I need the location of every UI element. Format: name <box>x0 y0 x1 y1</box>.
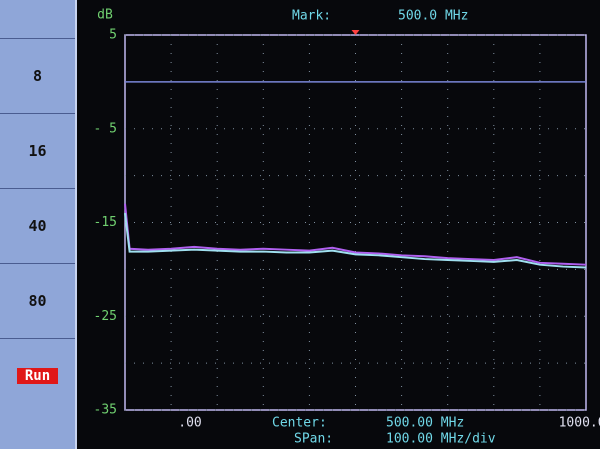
span-value: 100.00 MHz/div <box>386 432 496 447</box>
trace <box>124 203 587 266</box>
sidebar-button[interactable]: 80 <box>0 263 75 338</box>
y-tick-label: -25 <box>94 309 117 324</box>
y-tick-label: 5 <box>109 28 117 43</box>
x-tick-label: 1000.00 <box>559 416 600 431</box>
y-unit: dB <box>97 8 113 23</box>
sidebar-button[interactable]: 40 <box>0 188 75 263</box>
button-label: 8 <box>32 67 43 85</box>
sidebar-button[interactable]: Run <box>0 338 75 413</box>
center-value: 500.00 MHz <box>386 416 464 431</box>
center-label: Center: <box>272 416 327 431</box>
sidebar-button[interactable]: 8 <box>0 38 75 113</box>
plot-frame <box>124 34 587 411</box>
button-label: 40 <box>28 217 47 235</box>
y-tick-label: - 5 <box>94 121 117 136</box>
marker <box>351 30 360 35</box>
button-label: Run <box>16 368 59 384</box>
button-label: 16 <box>28 142 47 160</box>
button-label: 80 <box>28 292 47 310</box>
mark-value: 500.0 MHz <box>398 9 468 24</box>
span-label: SPan: <box>294 432 333 447</box>
trace <box>124 213 587 269</box>
y-tick-label: -35 <box>94 403 117 418</box>
y-tick-label: -15 <box>94 215 117 230</box>
mark-label: Mark: <box>292 9 331 24</box>
x-tick-label: .00 <box>178 416 201 431</box>
sidebar: 8 16 40 80 Run <box>0 0 77 449</box>
sidebar-button[interactable]: 16 <box>0 113 75 188</box>
